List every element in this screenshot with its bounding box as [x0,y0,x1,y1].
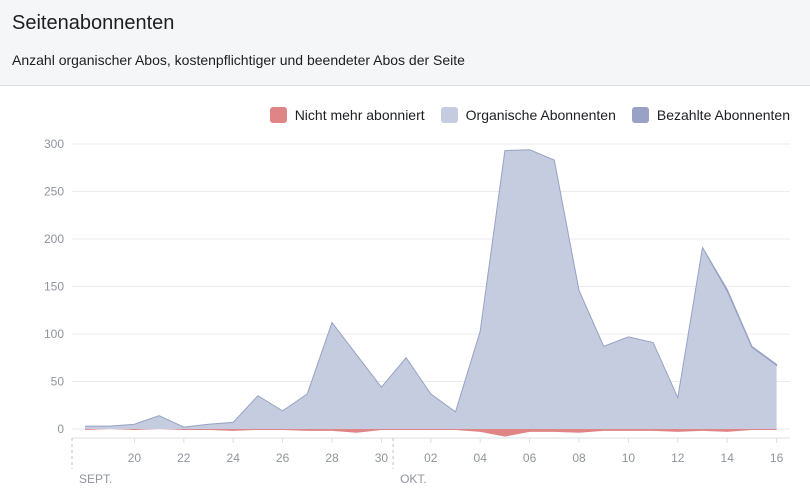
x-tick-label: 04 [474,451,488,465]
area-organic[interactable] [85,149,777,429]
legend-swatch-paid [631,107,649,123]
x-tick-label: 06 [523,451,537,465]
legend-label-paid: Bezahlte Abonnenten [656,107,790,123]
page-subtitle: Anzahl organischer Abos, kostenpflichtig… [12,52,465,68]
month-label: OKT. [400,472,427,486]
x-tick-label: 08 [572,451,586,465]
x-tick-label: 02 [424,451,438,465]
x-tick-label: 14 [721,451,735,465]
x-tick-label: 12 [671,451,685,465]
y-tick-label: 0 [57,422,64,436]
x-tick-label: 26 [276,451,290,465]
legend-item-organic[interactable]: Organische Abonnenten [440,107,616,123]
x-tick-label: 16 [770,451,784,465]
x-tick-label: 22 [177,451,191,465]
x-tick-label: 28 [325,451,339,465]
y-axis: 0 50 100 150 200 250 300 [44,137,64,436]
y-tick-label: 300 [44,137,64,151]
x-tick-label: 10 [622,451,636,465]
x-tick-label: 20 [128,451,142,465]
x-tick-label: 24 [227,451,241,465]
legend-swatch-unsubscribed [269,107,287,123]
area-paid[interactable] [85,149,778,428]
y-tick-label: 250 [44,185,64,199]
legend-item-paid[interactable]: Bezahlte Abonnenten [631,107,790,123]
chart-legend: Nicht mehr abonniert Organische Abonnent… [254,107,790,123]
legend-swatch-organic [440,107,458,123]
x-tick-label: 30 [375,451,389,465]
legend-label-organic: Organische Abonnenten [465,107,616,123]
area-unsubscribed[interactable] [85,429,777,437]
y-tick-label: 50 [51,375,65,389]
y-tick-label: 150 [44,280,64,294]
legend-label-unsubscribed: Nicht mehr abonniert [294,107,425,123]
chart-areas [85,149,778,437]
x-axis: 20 22 24 26 28 30 02 04 06 08 10 12 14 16 SEPT. OKT. [71,437,790,486]
month-label: SEPT. [79,472,112,486]
page-title: Seitenabonnenten [12,12,175,34]
chart-header: Seitenabonnenten Anzahl organischer Abos… [0,0,810,86]
y-tick-label: 100 [44,327,64,341]
y-tick-label: 200 [44,232,64,246]
legend-item-unsubscribed[interactable]: Nicht mehr abonniert [269,107,425,123]
